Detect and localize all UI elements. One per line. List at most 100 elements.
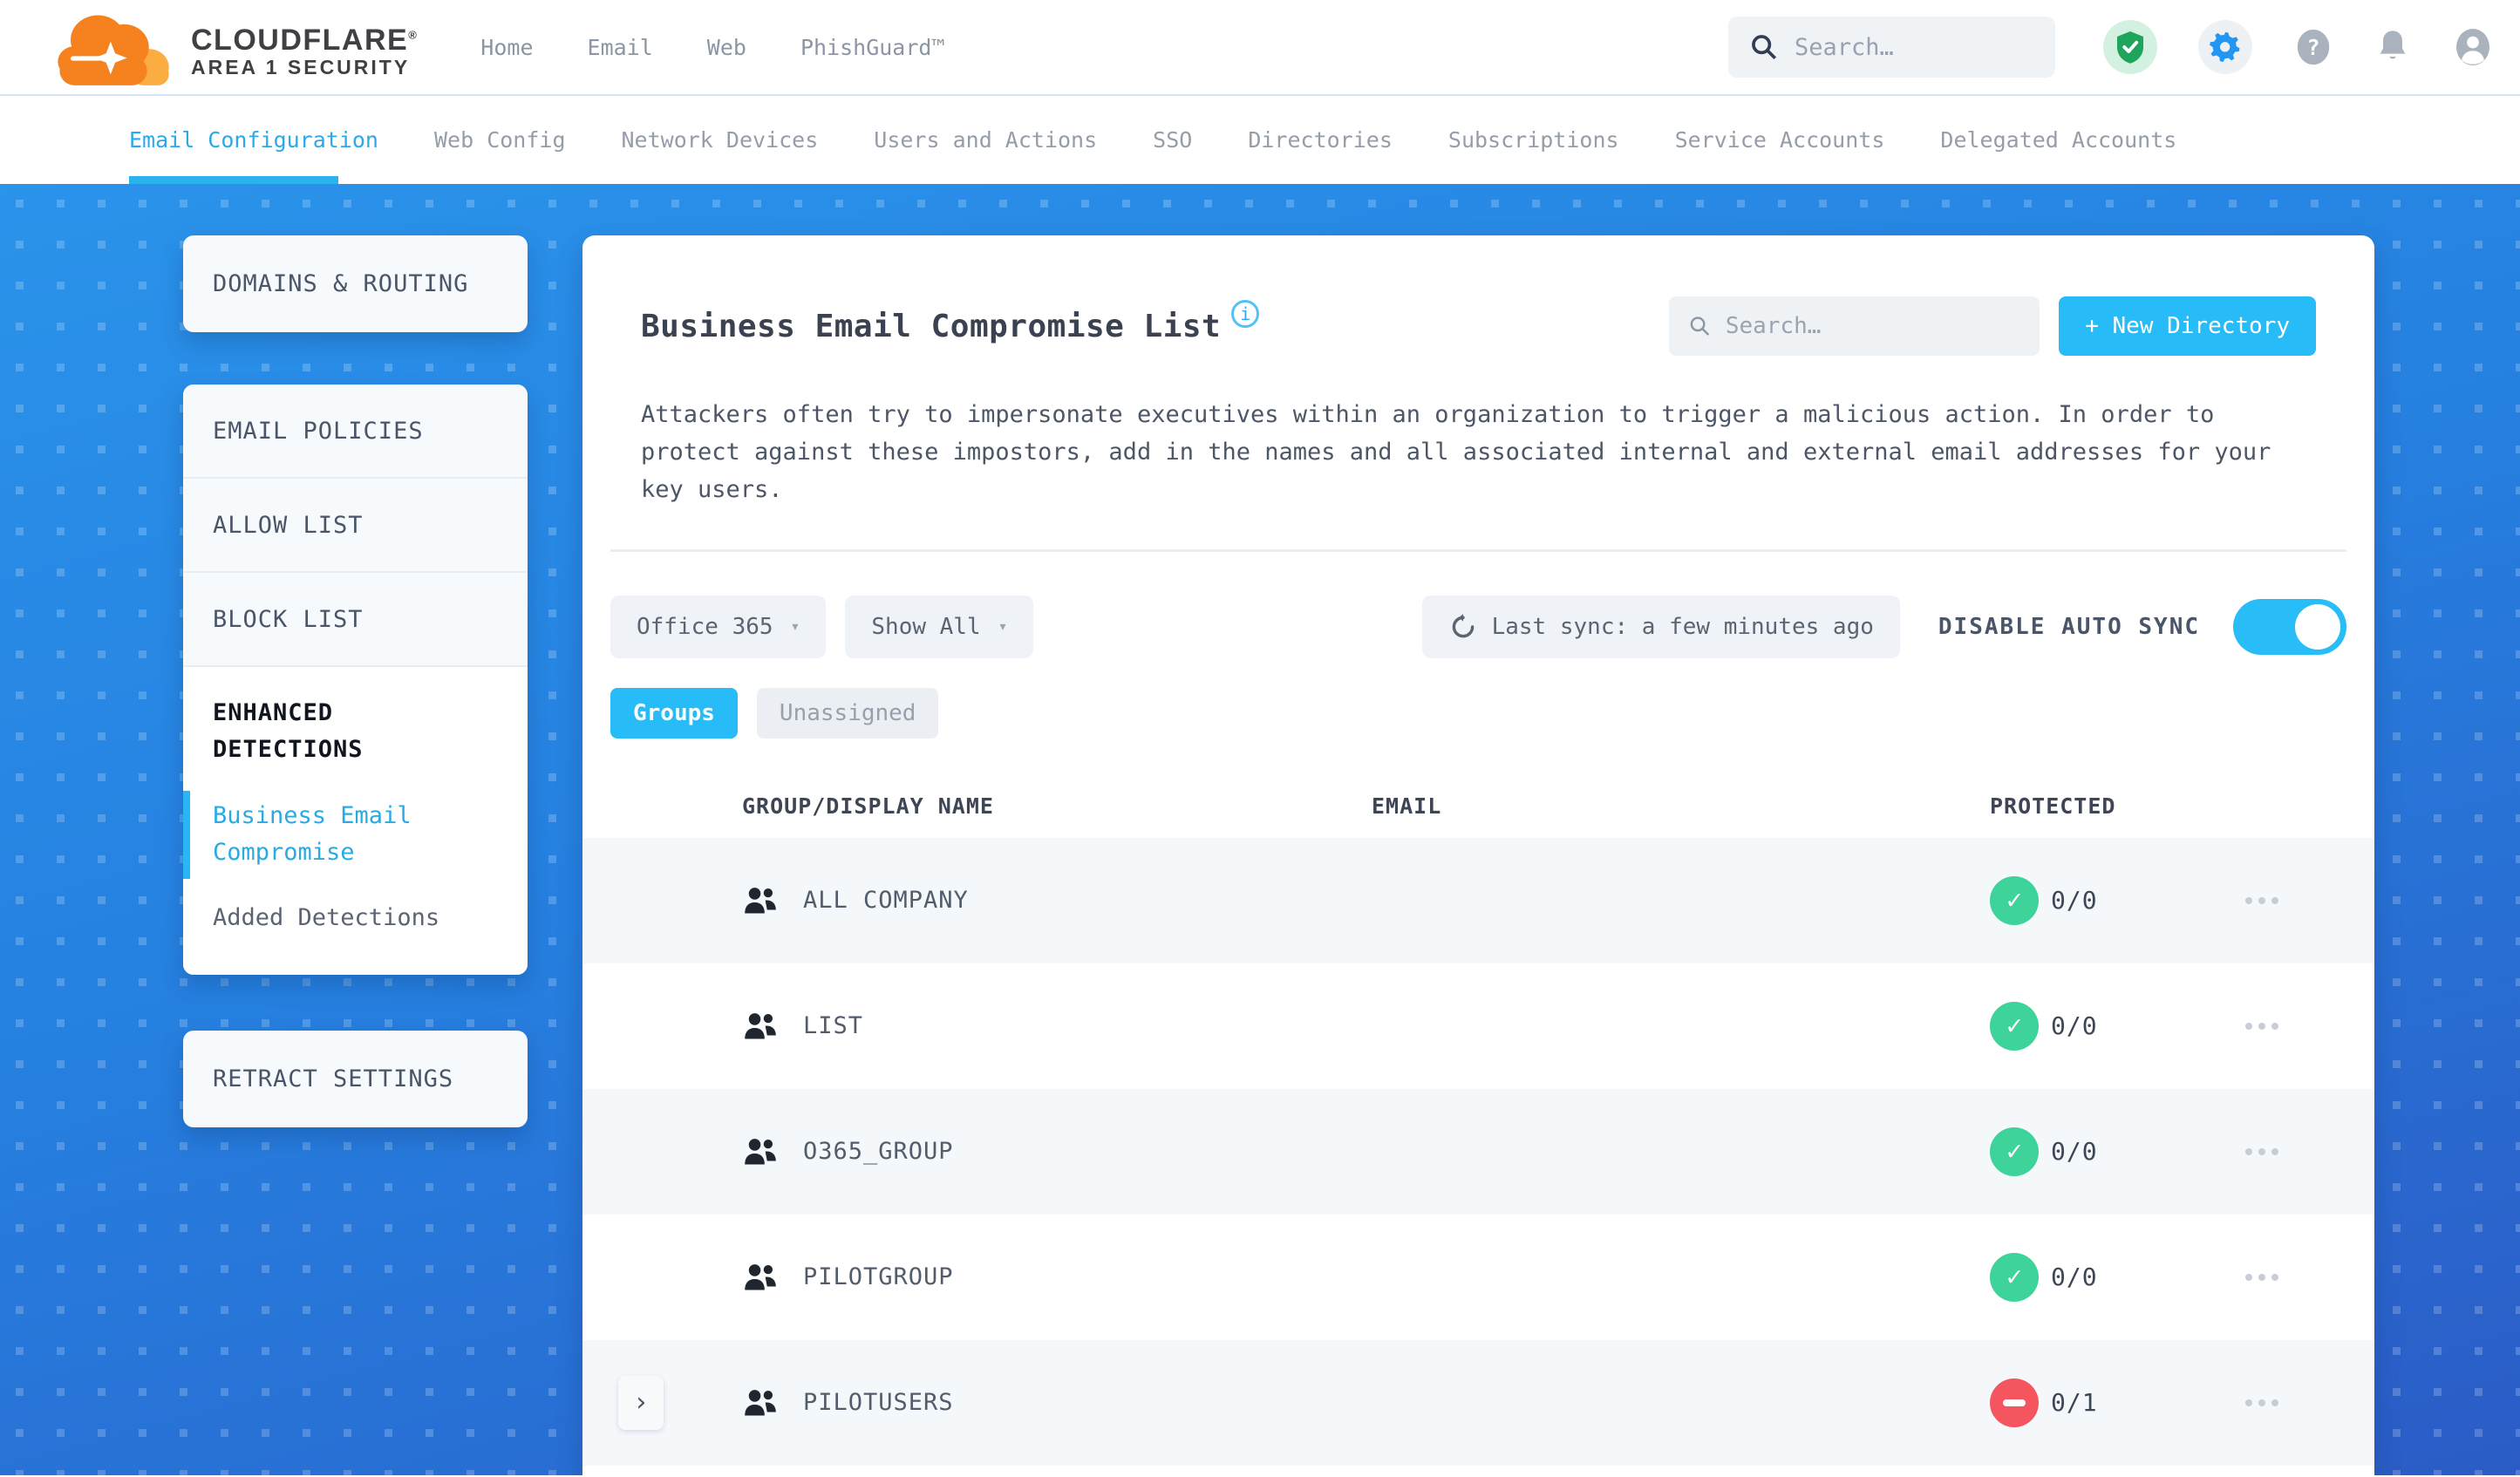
column-header-protected: PROTECTED bbox=[1990, 793, 2116, 820]
page-description: Attackers often try to impersonate execu… bbox=[641, 401, 2271, 504]
disable-auto-sync-label: DISABLE AUTO SYNC bbox=[1938, 613, 2200, 640]
primary-nav: Home Email Web PhishGuard™ bbox=[480, 35, 944, 60]
show-filter-dropdown[interactable]: Show All ▾ bbox=[845, 595, 1034, 658]
tab-delegated-accounts[interactable]: Delegated Accounts bbox=[1940, 127, 2177, 153]
tab-directories[interactable]: Directories bbox=[1248, 127, 1393, 153]
info-icon[interactable]: i bbox=[1231, 300, 1260, 328]
logo-product: AREA 1 SECURITY bbox=[191, 56, 411, 79]
question-icon: ? bbox=[2297, 29, 2330, 65]
table-body: › ALL COMPANY ✓ 0/0 › LIST bbox=[582, 837, 2374, 1466]
sidebar-item-retract-settings[interactable]: RETRACT SETTINGS bbox=[183, 1031, 528, 1128]
cloudflare-logo[interactable]: CLOUDFLARE® AREA 1 SECURITY bbox=[48, 5, 418, 89]
list-search[interactable] bbox=[1669, 296, 2040, 356]
protected-count: 0/0 bbox=[2051, 1263, 2098, 1292]
chevron-down-icon: ▾ bbox=[790, 617, 800, 636]
tab-network-devices[interactable]: Network Devices bbox=[621, 127, 819, 153]
table-header-row: GROUP/DISPLAY NAME EMAIL PROTECTED bbox=[582, 775, 2374, 838]
row-actions-menu-button[interactable] bbox=[2237, 1140, 2287, 1164]
unassigned-tab[interactable]: Unassigned bbox=[756, 687, 939, 738]
shield-check-icon bbox=[2117, 31, 2143, 64]
chevron-down-icon: ▾ bbox=[998, 617, 1008, 636]
logo-brand: CLOUDFLARE® bbox=[191, 23, 419, 57]
workspace-background: DOMAINS & ROUTING EMAIL POLICIES ALLOW L… bbox=[0, 184, 2520, 1475]
nav-web[interactable]: Web bbox=[706, 34, 746, 60]
sidebar-item-allow-list[interactable]: ALLOW LIST bbox=[183, 479, 528, 573]
registered-mark: ® bbox=[408, 28, 419, 42]
bell-icon bbox=[2380, 31, 2406, 59]
sync-refresh-icon bbox=[1452, 613, 1474, 637]
tab-web-config[interactable]: Web Config bbox=[433, 127, 566, 153]
section-divider bbox=[610, 548, 2346, 552]
groups-tab[interactable]: Groups bbox=[610, 687, 738, 738]
table-row[interactable]: › PILOTGROUP ✓ 0/0 bbox=[582, 1214, 2374, 1340]
sidebar-item-email-policies[interactable]: EMAIL POLICIES bbox=[183, 385, 528, 479]
protected-count: 0/0 bbox=[2051, 886, 2098, 915]
row-name: O365_GROUP bbox=[803, 1138, 954, 1166]
auto-sync-toggle[interactable] bbox=[2233, 598, 2346, 655]
tab-subscriptions[interactable]: Subscriptions bbox=[1447, 127, 1619, 153]
settings-button[interactable] bbox=[2198, 20, 2252, 74]
tab-sso[interactable]: SSO bbox=[1153, 127, 1193, 153]
toggle-knob bbox=[2295, 603, 2340, 650]
table-row[interactable]: › O365_GROUP ✓ 0/0 bbox=[582, 1088, 2374, 1215]
row-actions-menu-button[interactable] bbox=[2237, 1391, 2287, 1415]
protected-count: 0/0 bbox=[2051, 1137, 2098, 1167]
global-search[interactable] bbox=[1728, 17, 2055, 78]
source-dropdown[interactable]: Office 365 ▾ bbox=[610, 595, 827, 658]
svg-text:?: ? bbox=[2307, 35, 2320, 60]
help-button[interactable]: ? bbox=[2293, 27, 2333, 67]
sidebar-item-block-list[interactable]: BLOCK LIST bbox=[183, 573, 528, 667]
protected-status-badge: ✓ bbox=[1990, 1252, 2039, 1302]
list-search-input[interactable] bbox=[1725, 313, 2021, 339]
protected-count: 0/1 bbox=[2051, 1388, 2098, 1418]
row-name: PILOTUSERS bbox=[803, 1389, 954, 1417]
group-icon bbox=[745, 1263, 776, 1290]
gear-icon bbox=[2210, 32, 2240, 62]
new-directory-button[interactable]: + New Directory bbox=[2059, 296, 2316, 356]
global-search-input[interactable] bbox=[1795, 33, 2034, 61]
row-actions-menu-button[interactable] bbox=[2237, 1014, 2287, 1038]
group-icon bbox=[745, 1389, 776, 1416]
protected-status-badge bbox=[1990, 1378, 2039, 1427]
top-header: CLOUDFLARE® AREA 1 SECURITY Home Email W… bbox=[0, 0, 2520, 96]
show-filter-value: Show All bbox=[871, 613, 981, 640]
nav-email[interactable]: Email bbox=[587, 34, 653, 60]
last-sync-text: Last sync: a few minutes ago bbox=[1491, 613, 1874, 640]
search-icon bbox=[1690, 316, 1710, 336]
protected-status-badge: ✓ bbox=[1990, 1126, 2039, 1176]
secondary-nav: Email Configuration Web Config Network D… bbox=[0, 96, 2520, 184]
row-actions-menu-button[interactable] bbox=[2237, 1265, 2287, 1290]
tab-service-accounts[interactable]: Service Accounts bbox=[1674, 127, 1885, 153]
table-row[interactable]: › ALL COMPANY ✓ 0/0 bbox=[582, 837, 2374, 963]
protected-count: 0/0 bbox=[2051, 1011, 2098, 1041]
row-actions-menu-button[interactable] bbox=[2237, 888, 2287, 913]
table-row[interactable]: › PILOTUSERS 0/1 bbox=[582, 1339, 2374, 1466]
group-icon bbox=[745, 887, 776, 914]
notifications-button[interactable] bbox=[2374, 28, 2411, 66]
row-name: PILOTGROUP bbox=[803, 1263, 954, 1291]
sidebar-section-enhanced-detections: ENHANCED DETECTIONS Business Email Compr… bbox=[183, 667, 528, 976]
user-avatar-icon bbox=[2456, 29, 2489, 65]
tab-email-configuration[interactable]: Email Configuration bbox=[129, 96, 378, 184]
last-sync-status: Last sync: a few minutes ago bbox=[1421, 595, 1900, 658]
nav-phishguard[interactable]: PhishGuard™ bbox=[800, 34, 945, 60]
group-icon bbox=[745, 1012, 776, 1039]
column-header-email: EMAIL bbox=[1372, 793, 1442, 820]
sidebar-item-business-email-compromise[interactable]: Business Email Compromise bbox=[183, 790, 422, 880]
nav-home[interactable]: Home bbox=[480, 34, 534, 60]
sidebar-item-enhanced-detections[interactable]: ENHANCED DETECTIONS bbox=[213, 699, 364, 763]
sidebar-item-added-detections[interactable]: Added Detections bbox=[213, 904, 440, 932]
groups-table: GROUP/DISPLAY NAME EMAIL PROTECTED › ALL… bbox=[582, 775, 2374, 1466]
tab-users-and-actions[interactable]: Users and Actions bbox=[874, 127, 1098, 153]
row-name: ALL COMPANY bbox=[803, 887, 969, 915]
protected-status-badge: ✓ bbox=[1990, 1001, 2039, 1051]
settings-sidebar: DOMAINS & ROUTING EMAIL POLICIES ALLOW L… bbox=[183, 235, 528, 1475]
table-row[interactable]: › LIST ✓ 0/0 bbox=[582, 963, 2374, 1089]
sidebar-item-domains-routing[interactable]: DOMAINS & ROUTING bbox=[183, 235, 528, 332]
source-dropdown-value: Office 365 bbox=[637, 613, 773, 640]
account-button[interactable] bbox=[2452, 26, 2494, 68]
main-content-card: Business Email Compromise List i + New D… bbox=[582, 235, 2374, 1475]
security-status-button[interactable] bbox=[2103, 20, 2157, 74]
page-title: Business Email Compromise List bbox=[641, 308, 1222, 344]
expand-button[interactable]: › bbox=[618, 1375, 664, 1430]
